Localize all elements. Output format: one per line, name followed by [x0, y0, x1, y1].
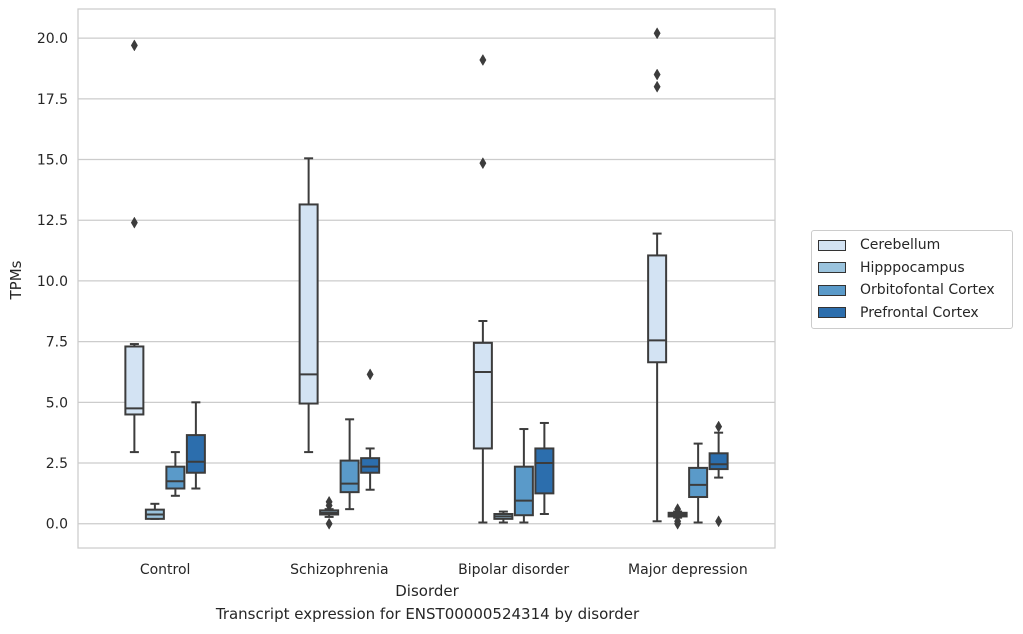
x-tick-label: Bipolar disorder — [458, 562, 569, 578]
outlier-point — [366, 368, 374, 381]
box-body — [647, 254, 668, 364]
box-prefrontal-cortex — [185, 401, 206, 490]
box-orbitofontal-cortex — [165, 451, 186, 497]
box-cerebellum — [124, 39, 145, 454]
x-tick-label: Major depression — [628, 562, 748, 578]
box-plot-area — [124, 27, 729, 530]
legend-swatch — [818, 262, 846, 274]
legend-swatch — [818, 239, 846, 251]
outlier-point — [715, 420, 723, 433]
box-body — [708, 452, 729, 471]
legend-label: Cerebellum — [860, 237, 941, 254]
legend-swatch — [818, 307, 846, 319]
outlier-point — [325, 495, 333, 508]
box-prefrontal-cortex — [360, 368, 381, 491]
outlier-point — [479, 157, 487, 170]
box-prefrontal-cortex — [708, 420, 729, 528]
outlier-point — [130, 216, 138, 229]
chart-caption: Transcript expression for ENST0000052431… — [215, 605, 640, 623]
legend-label: Prefrontal Cortex — [860, 304, 979, 321]
box-body — [688, 466, 709, 499]
outlier-point — [130, 39, 138, 52]
y-tick-label: 0.0 — [46, 517, 68, 533]
y-tick-label: 5.0 — [46, 395, 68, 411]
box-hipppocampus — [319, 495, 340, 530]
x-axis-ticks: Control Schizophrenia Bipolar disorder Majo… — [140, 562, 748, 578]
legend-label: Orbitofontal Cortex — [860, 282, 995, 299]
box-body — [360, 457, 381, 474]
box-cerebellum — [647, 27, 668, 523]
x-tick-label: Control — [140, 562, 191, 578]
outlier-point — [653, 68, 661, 81]
plot-frame — [77, 8, 776, 549]
box-hipppocampus — [667, 503, 688, 530]
box-body — [513, 465, 534, 517]
y-tick-label: 2.5 — [46, 456, 68, 472]
box-cerebellum — [472, 53, 493, 524]
y-tick-label: 10.0 — [37, 274, 68, 290]
outlier-point — [653, 80, 661, 93]
legend-item: Hipppocampus — [812, 257, 1012, 280]
y-axis-ticks: 0.0 2.5 5.0 7.5 10.0 12.5 15.0 17.5 20.0 — [37, 31, 68, 533]
box-cerebellum — [298, 157, 319, 454]
box-hipppocampus — [493, 510, 514, 524]
box-orbitofontal-cortex — [688, 442, 709, 524]
legend-item: Cerebellum — [812, 234, 1012, 257]
outlier-point — [653, 27, 661, 40]
box-prefrontal-cortex — [534, 421, 555, 516]
outlier-point — [674, 503, 682, 516]
x-tick-label: Schizophrenia — [290, 562, 388, 578]
legend: Cerebellum Hipppocampus Orbitofontal Corte… — [811, 230, 1013, 329]
box-body — [472, 341, 493, 450]
legend-swatch — [818, 284, 846, 296]
y-axis-label: TPMs — [7, 260, 25, 300]
box-orbitofontal-cortex — [513, 428, 534, 524]
outlier-point — [479, 53, 487, 66]
outlier-point — [674, 515, 682, 528]
box-orbitofontal-cortex — [339, 418, 360, 511]
x-axis-label: Disorder — [395, 582, 459, 600]
box-body — [185, 434, 206, 474]
legend-item: Orbitofontal Cortex — [812, 279, 1012, 302]
gridlines — [78, 37, 775, 525]
y-tick-label: 15.0 — [37, 153, 68, 169]
y-tick-label: 7.5 — [46, 335, 68, 351]
box-body — [339, 459, 360, 494]
y-tick-label: 12.5 — [37, 213, 68, 229]
box-body — [124, 345, 145, 416]
y-tick-label: 17.5 — [37, 92, 68, 108]
box-body — [165, 465, 186, 490]
outlier-point — [325, 517, 333, 530]
box-body — [534, 447, 555, 495]
outlier-point — [715, 515, 723, 528]
box-hipppocampus — [144, 502, 165, 520]
y-tick-label: 20.0 — [37, 31, 68, 47]
legend-label: Hipppocampus — [860, 259, 965, 276]
legend-item: Prefrontal Cortex — [812, 302, 1012, 325]
box-body — [298, 203, 319, 405]
